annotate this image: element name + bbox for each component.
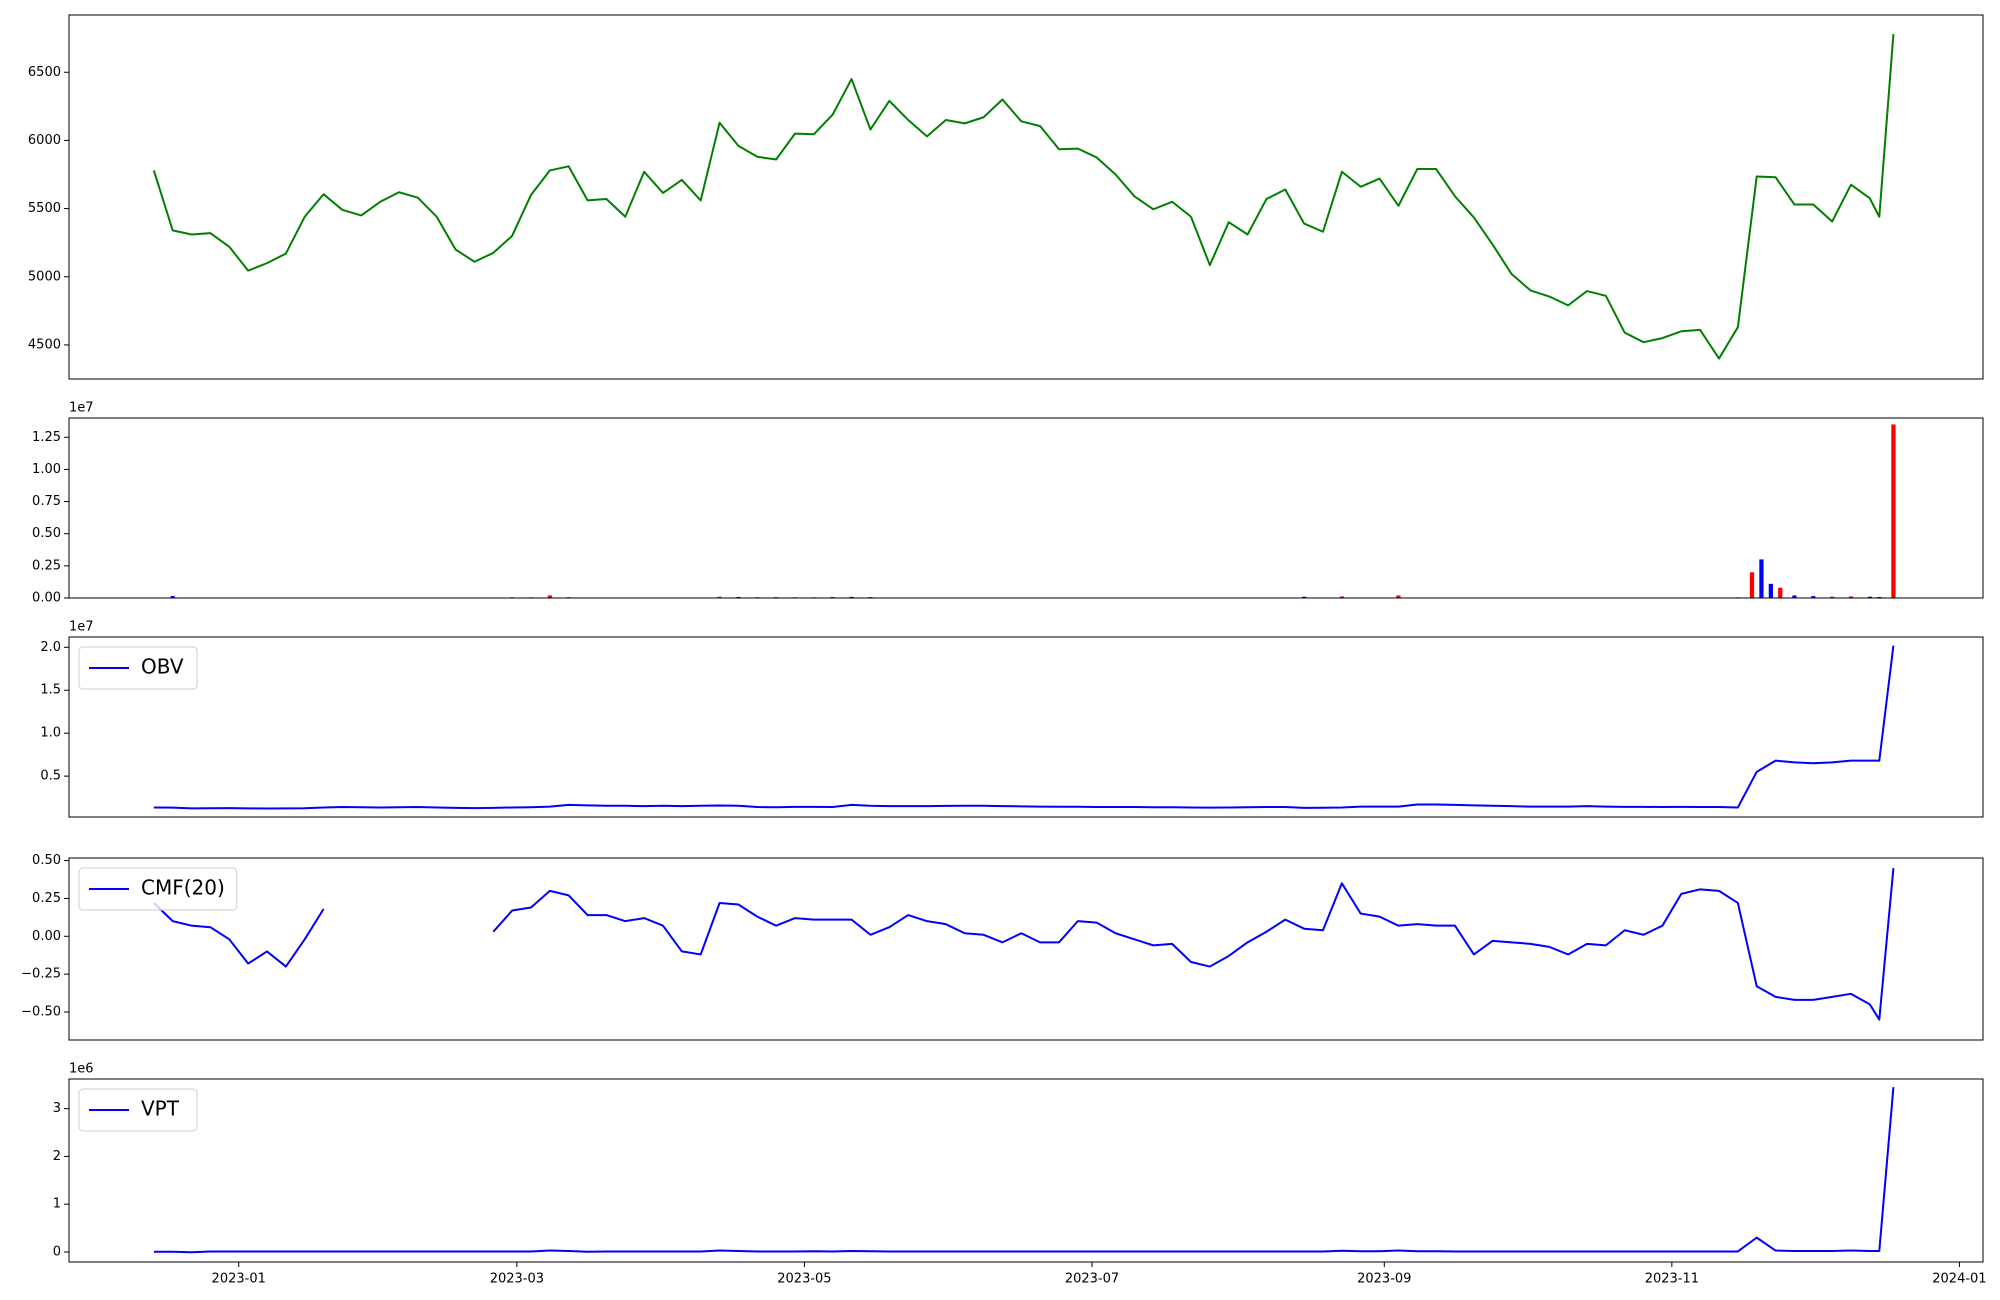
bar bbox=[1830, 596, 1835, 598]
y-tick-label: 0.50 bbox=[32, 526, 61, 541]
y-tick-label: 1.25 bbox=[32, 430, 61, 445]
y-tick-label: −0.25 bbox=[21, 967, 61, 982]
bar bbox=[1749, 572, 1755, 598]
y-tick-label: 0.50 bbox=[32, 853, 61, 868]
legend-label: OBV bbox=[141, 655, 184, 679]
bar bbox=[1302, 596, 1307, 598]
bar bbox=[717, 596, 722, 598]
y-tick-label: 1.00 bbox=[32, 462, 61, 477]
legend-box bbox=[78, 1088, 198, 1132]
y-tick-label: 5500 bbox=[28, 201, 61, 216]
axes-frame bbox=[68, 1078, 1984, 1263]
line bbox=[153, 868, 1895, 1021]
legend-label: CMF(20) bbox=[141, 876, 225, 900]
x-tick-label: 2023-07 bbox=[1065, 1272, 1119, 1287]
legend: CMF(20) bbox=[78, 867, 238, 911]
y-tick-label: 1.5 bbox=[40, 683, 61, 698]
bar bbox=[1792, 595, 1797, 598]
line bbox=[153, 1087, 1895, 1254]
bar bbox=[1778, 587, 1783, 598]
bar bbox=[1759, 559, 1764, 598]
legend-label: VPT bbox=[141, 1097, 180, 1121]
bar bbox=[1768, 583, 1773, 598]
axis-offset-text: 1e7 bbox=[69, 620, 94, 635]
y-tick-label: 1 bbox=[53, 1197, 61, 1212]
x-tick-label: 2023-01 bbox=[212, 1272, 266, 1287]
y-tick-label: 5000 bbox=[28, 269, 61, 284]
line bbox=[152, 34, 1895, 360]
y-tick-label: 6500 bbox=[28, 65, 61, 80]
bar bbox=[170, 596, 175, 598]
y-tick-label: 6000 bbox=[28, 133, 61, 148]
axis-offset-text: 1e7 bbox=[69, 401, 94, 416]
line bbox=[153, 645, 1895, 810]
y-tick-label: 1.0 bbox=[40, 726, 61, 741]
y-tick-label: 2 bbox=[53, 1149, 61, 1164]
axes-frame bbox=[68, 14, 1984, 380]
legend-box bbox=[78, 646, 198, 690]
axes-frame bbox=[68, 857, 1984, 1041]
y-tick-label: 4500 bbox=[28, 337, 61, 352]
bar bbox=[830, 596, 835, 598]
x-tick-label: 2023-09 bbox=[1357, 1272, 1411, 1287]
x-tick-label: 2023-03 bbox=[490, 1272, 544, 1287]
x-tick-label: 2024-01 bbox=[1932, 1272, 1986, 1287]
axes-frame bbox=[68, 636, 1984, 818]
y-tick-label: 0.25 bbox=[32, 558, 61, 573]
legend: VPT bbox=[78, 1088, 198, 1132]
legend: OBV bbox=[78, 646, 198, 690]
legend-box bbox=[78, 867, 238, 911]
bar bbox=[1848, 596, 1854, 598]
bar bbox=[1867, 596, 1872, 598]
bar bbox=[736, 596, 741, 598]
y-tick-label: 3 bbox=[53, 1101, 61, 1116]
subplot: −0.50 −0.25 0.00 0.25 0.50 CMF(20) bbox=[21, 853, 1984, 1041]
bar bbox=[1339, 596, 1344, 598]
subplot: 4500 5000 5500 6000 6500 bbox=[28, 14, 1984, 380]
subplot: 0.5 1.0 1.5 2.0 1e7 OBV bbox=[40, 620, 1984, 818]
y-tick-label: 0.5 bbox=[40, 769, 61, 784]
y-tick-label: 0.00 bbox=[32, 591, 61, 606]
x-tick-label: 2023-05 bbox=[777, 1272, 831, 1287]
y-tick-label: 0 bbox=[53, 1244, 61, 1259]
y-tick-label: 2.0 bbox=[40, 640, 61, 655]
bar bbox=[547, 595, 552, 598]
bar bbox=[849, 596, 854, 598]
subplot: 0 1 2 3 2023-01 2023-03 2023-05 2023-07 2023-09 2… bbox=[53, 1062, 1987, 1287]
y-tick-label: 0.25 bbox=[32, 891, 61, 906]
y-tick-label: 0.00 bbox=[32, 929, 61, 944]
subplot: 0.00 0.25 0.50 0.75 1.00 1.25 1e7 bbox=[32, 401, 1984, 606]
bar bbox=[1811, 596, 1816, 598]
bar bbox=[1891, 424, 1896, 598]
x-tick-label: 2023-11 bbox=[1645, 1272, 1699, 1287]
y-tick-label: 0.75 bbox=[32, 494, 61, 509]
bar bbox=[1396, 595, 1401, 598]
axis-offset-text: 1e6 bbox=[69, 1062, 94, 1077]
y-tick-label: −0.50 bbox=[21, 1004, 61, 1019]
axes-frame bbox=[68, 417, 1984, 599]
bar bbox=[1877, 596, 1882, 598]
